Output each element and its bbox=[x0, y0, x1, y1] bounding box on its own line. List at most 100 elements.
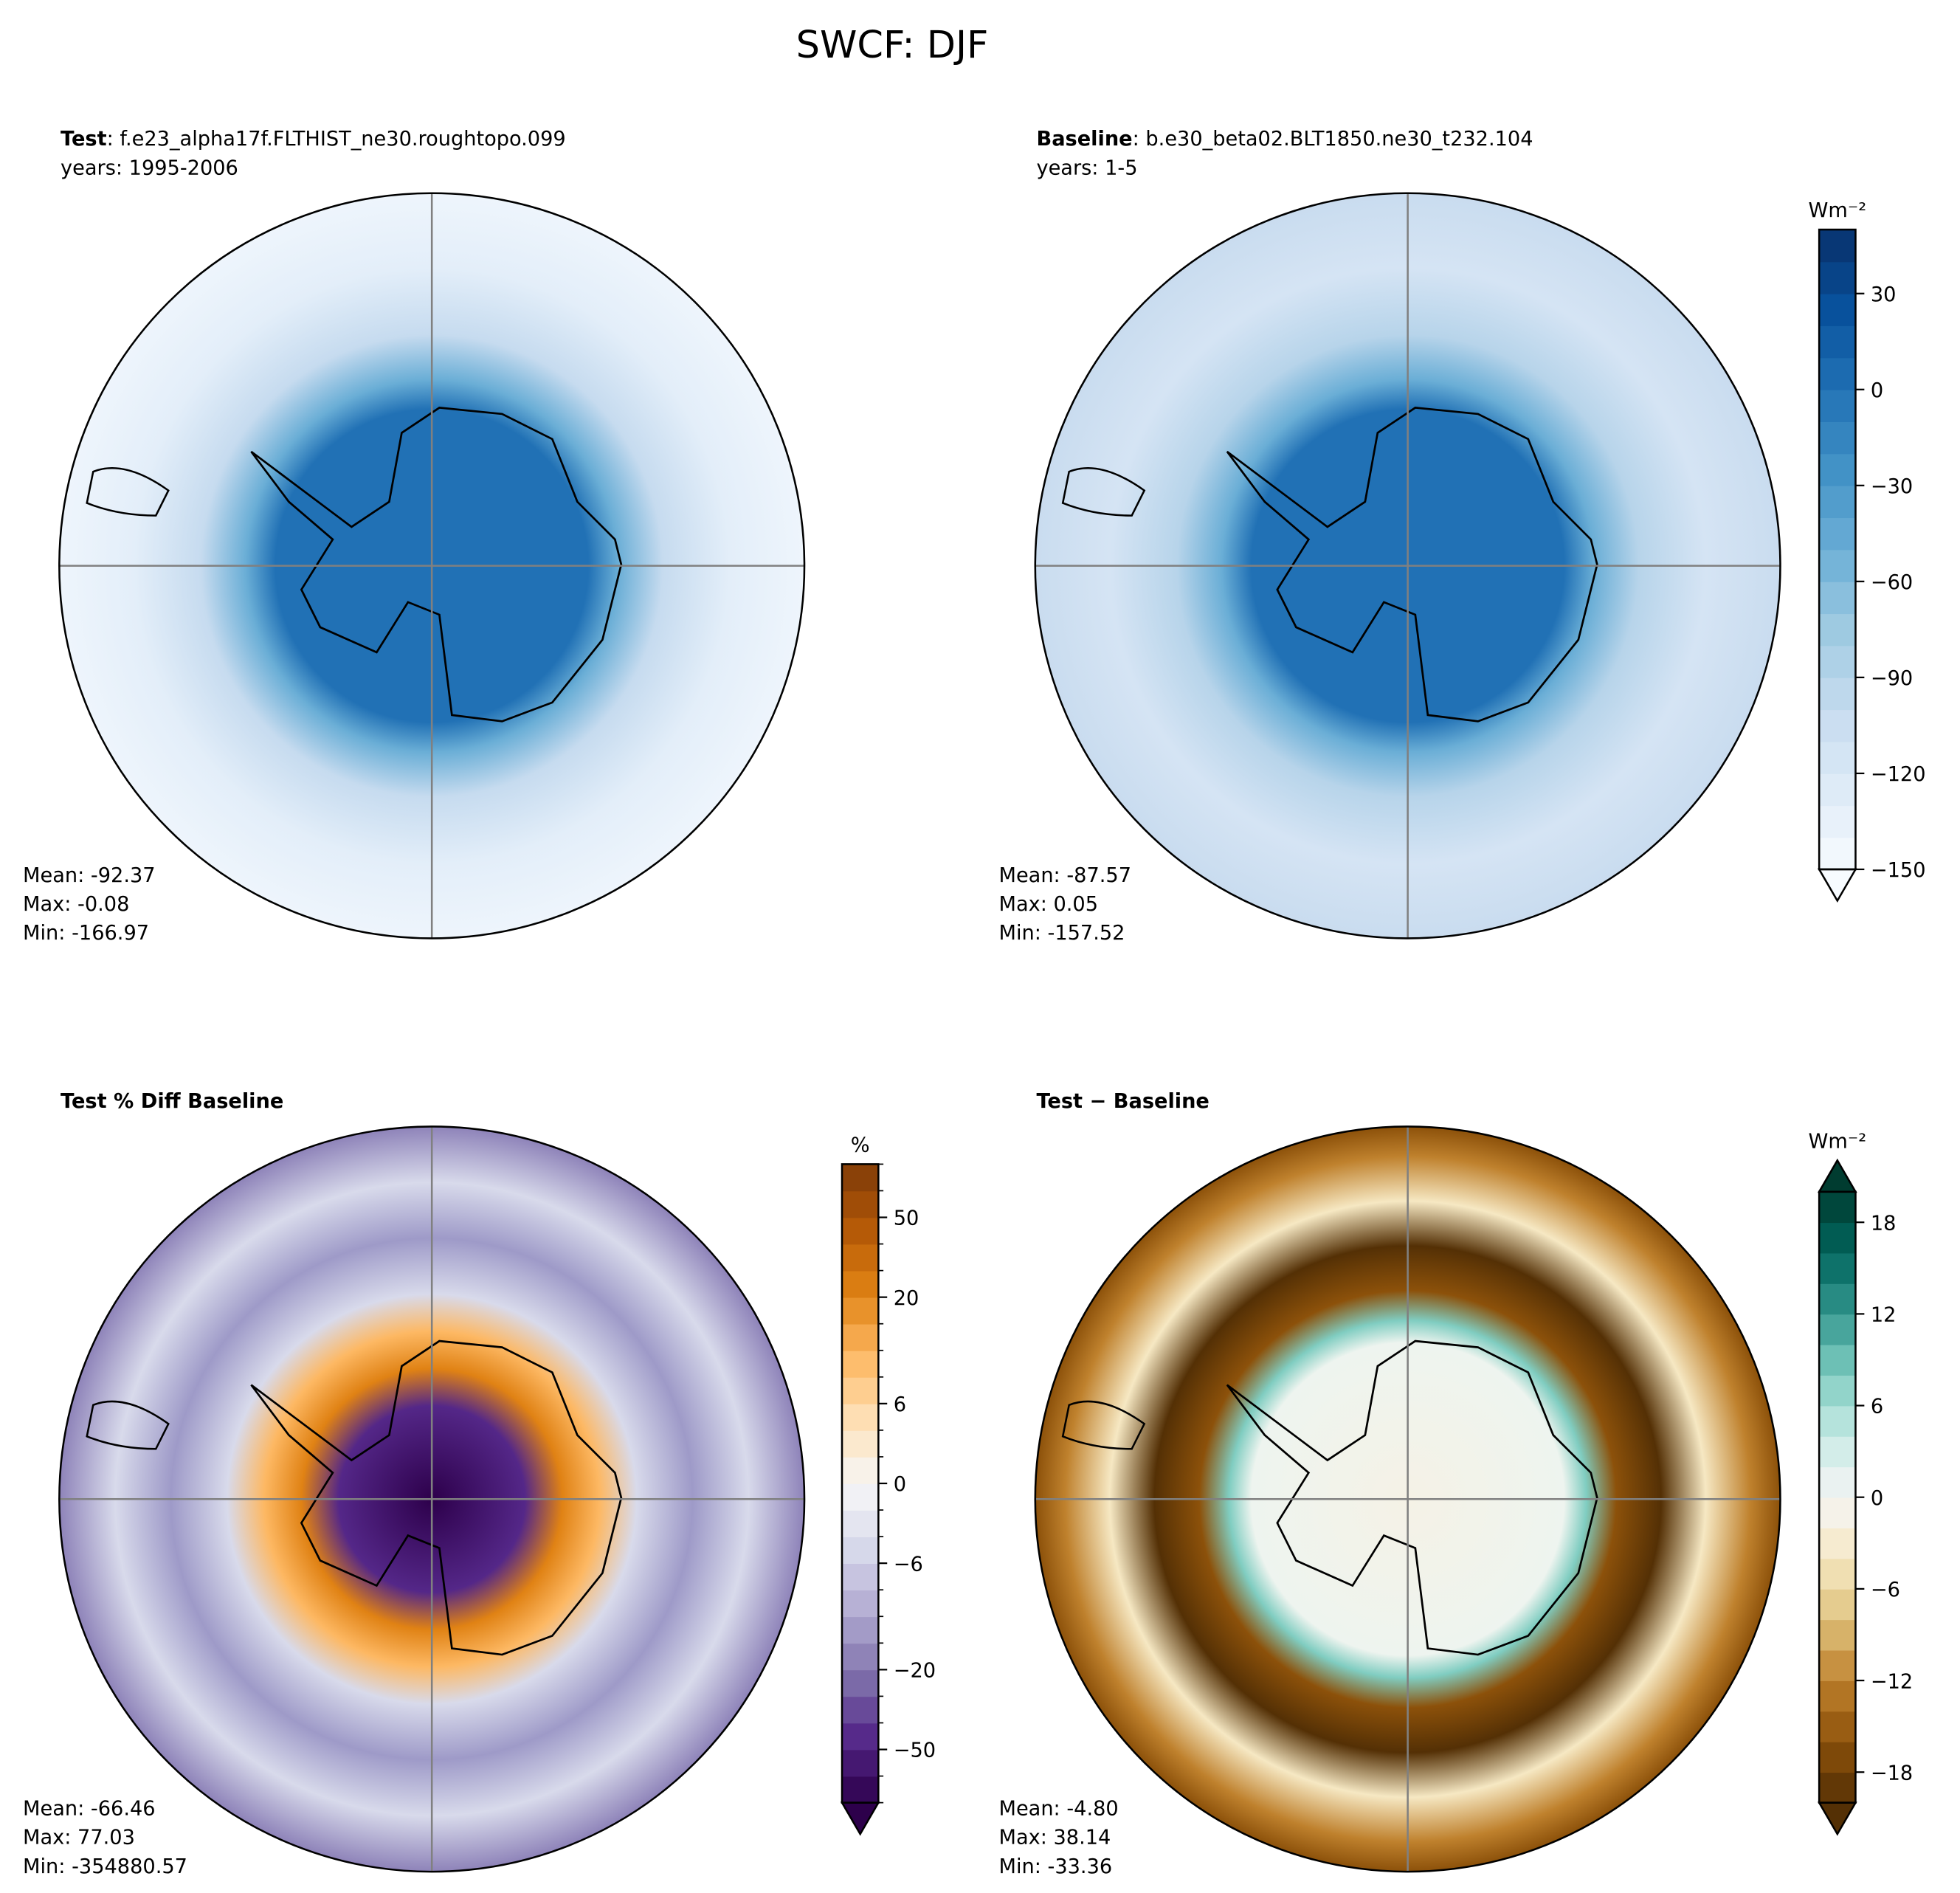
colorbar-band bbox=[842, 1376, 879, 1404]
colorbar-band bbox=[1819, 549, 1856, 582]
colorbar-extend-min bbox=[840, 1801, 880, 1836]
colorbar-band bbox=[842, 1643, 879, 1671]
antarctica-coastline bbox=[250, 407, 623, 723]
colorbar-frame bbox=[1818, 228, 1857, 871]
colorbar-band bbox=[842, 1616, 879, 1644]
colorbar-band bbox=[1819, 1558, 1856, 1590]
colorbar-band bbox=[1819, 357, 1856, 390]
colorbar-band bbox=[1819, 581, 1856, 615]
stat-min: Min: -33.36 bbox=[998, 1855, 1112, 1878]
colorbar-tick-label: 0 bbox=[1871, 1487, 1883, 1510]
map-boundary bbox=[58, 192, 806, 939]
colorbar-label: % bbox=[851, 1134, 870, 1156]
stat-min: Min: -157.52 bbox=[998, 922, 1125, 945]
colorbar-band bbox=[1819, 1435, 1856, 1468]
stat-max: Max: 0.05 bbox=[998, 893, 1098, 916]
stat-max: Max: 38.14 bbox=[998, 1827, 1111, 1849]
panel-title-bold: Baseline bbox=[1036, 128, 1132, 151]
panel-title-rest: : b.e30_beta02.BLT1850.ne30_t232.104 bbox=[1133, 128, 1533, 151]
map-boundary bbox=[1034, 1125, 1781, 1873]
colorbar: Wm⁻² 30 0 −30 −60 −90 −120 −150 bbox=[1809, 199, 1926, 903]
colorbar-tick-label: 0 bbox=[894, 1473, 906, 1496]
colorbar-band bbox=[1819, 1711, 1856, 1742]
panel-title-rest: : f.e23_alpha17f.FLTHIST_ne30.roughtopo.… bbox=[107, 128, 566, 151]
colorbar-band bbox=[842, 1164, 879, 1192]
colorbar-band bbox=[842, 1190, 879, 1218]
colorbar-band bbox=[842, 1244, 879, 1272]
map-boundary bbox=[58, 1125, 806, 1873]
colorbar-band bbox=[842, 1270, 879, 1298]
colorbar-tick-label: −50 bbox=[894, 1739, 936, 1762]
colorbar-band bbox=[1819, 1680, 1856, 1712]
colorbar-band bbox=[1819, 805, 1856, 838]
south-america-coastline bbox=[86, 467, 170, 517]
panel-subtitle: years: 1-5 bbox=[1036, 156, 1137, 179]
panel-title: Test % Diff Baseline bbox=[61, 1090, 283, 1113]
colorbar-band bbox=[1819, 1252, 1856, 1284]
antarctica-coastline bbox=[250, 1339, 623, 1656]
colorbar-band bbox=[842, 1483, 879, 1511]
stat-mean: Mean: -87.57 bbox=[998, 864, 1131, 887]
colorbar-tick-label: −12 bbox=[1871, 1670, 1913, 1693]
stat-max: Max: 77.03 bbox=[23, 1827, 135, 1849]
colorbar-band bbox=[1819, 1283, 1856, 1315]
colorbar-band bbox=[1819, 1191, 1856, 1224]
panel-title-bold: Test bbox=[61, 128, 107, 151]
colorbar-extend-min bbox=[1817, 868, 1857, 903]
panel-test: Test: f.e23_alpha17f.FLTHIST_ne30.rought… bbox=[23, 128, 806, 945]
colorbar-tick-label: −20 bbox=[894, 1660, 936, 1683]
south-america-coastline bbox=[1061, 1400, 1146, 1450]
colorbar-tick-label: 0 bbox=[1871, 379, 1883, 402]
colorbar-band bbox=[842, 1456, 879, 1484]
colorbar-band bbox=[842, 1297, 879, 1325]
stat-mean: Mean: -4.80 bbox=[998, 1798, 1118, 1821]
colorbar-band bbox=[1819, 613, 1856, 646]
colorbar-band bbox=[842, 1430, 879, 1458]
colorbar-band bbox=[1819, 1741, 1856, 1773]
stat-min: Min: -166.97 bbox=[23, 922, 149, 945]
colorbar-band bbox=[1819, 677, 1856, 711]
colorbar-tick-label: −150 bbox=[1871, 859, 1926, 882]
colorbar-band bbox=[1819, 1405, 1856, 1437]
stat-max: Max: -0.08 bbox=[23, 893, 129, 916]
colorbar-extend-max bbox=[1817, 1158, 1857, 1193]
colorbar-band bbox=[842, 1696, 879, 1724]
colorbar-band bbox=[1819, 421, 1856, 455]
colorbar-tick-label: −30 bbox=[1871, 475, 1913, 498]
panel-title-bold: Test − Baseline bbox=[1036, 1090, 1209, 1113]
colorbar-band bbox=[1819, 261, 1856, 294]
figure-title: SWCF: DJF bbox=[796, 24, 989, 67]
map-boundary bbox=[1034, 192, 1781, 939]
colorbar-band bbox=[1819, 1222, 1856, 1254]
colorbar-tick-label: 30 bbox=[1871, 283, 1897, 306]
colorbar-band bbox=[1819, 1588, 1856, 1621]
colorbar-band bbox=[842, 1403, 879, 1431]
panel-subtitle: years: 1995-2006 bbox=[61, 156, 238, 179]
panel-title: Test − Baseline bbox=[1036, 1090, 1209, 1113]
panel-pct-diff: Test % Diff Baseline Mean: -66.46 Max: 77.… bbox=[23, 1090, 936, 1878]
colorbar-band bbox=[1819, 1649, 1856, 1681]
antarctica-coastline bbox=[1226, 1339, 1598, 1656]
colorbar-band bbox=[1819, 1528, 1856, 1559]
colorbar-band bbox=[1819, 293, 1856, 326]
colorbar-band bbox=[842, 1350, 879, 1378]
colorbar-tick-label: −120 bbox=[1871, 763, 1926, 786]
colorbar: Wm⁻² 18 12 6 0 −6 −12 −18 bbox=[1809, 1130, 1913, 1836]
colorbar-tick-label: −6 bbox=[894, 1553, 923, 1576]
panel-baseline: Baseline: b.e30_beta02.BLT1850.ne30_t232… bbox=[998, 128, 1925, 945]
south-america-coastline bbox=[1061, 467, 1146, 517]
colorbar-band bbox=[1819, 389, 1856, 422]
colorbar-band bbox=[1819, 1314, 1856, 1345]
colorbar-band bbox=[1819, 453, 1856, 486]
colorbar-tick-label: −60 bbox=[1871, 571, 1913, 594]
antarctica-coastline bbox=[1226, 407, 1598, 723]
colorbar-band bbox=[1819, 773, 1856, 807]
colorbar-band bbox=[1819, 645, 1856, 678]
colorbar-band bbox=[1819, 1375, 1856, 1407]
colorbar-band bbox=[842, 1563, 879, 1591]
colorbar-band bbox=[1819, 741, 1856, 774]
colorbar-band bbox=[842, 1217, 879, 1245]
colorbar-tick-label: 20 bbox=[894, 1287, 919, 1310]
colorbar-band bbox=[842, 1749, 879, 1777]
